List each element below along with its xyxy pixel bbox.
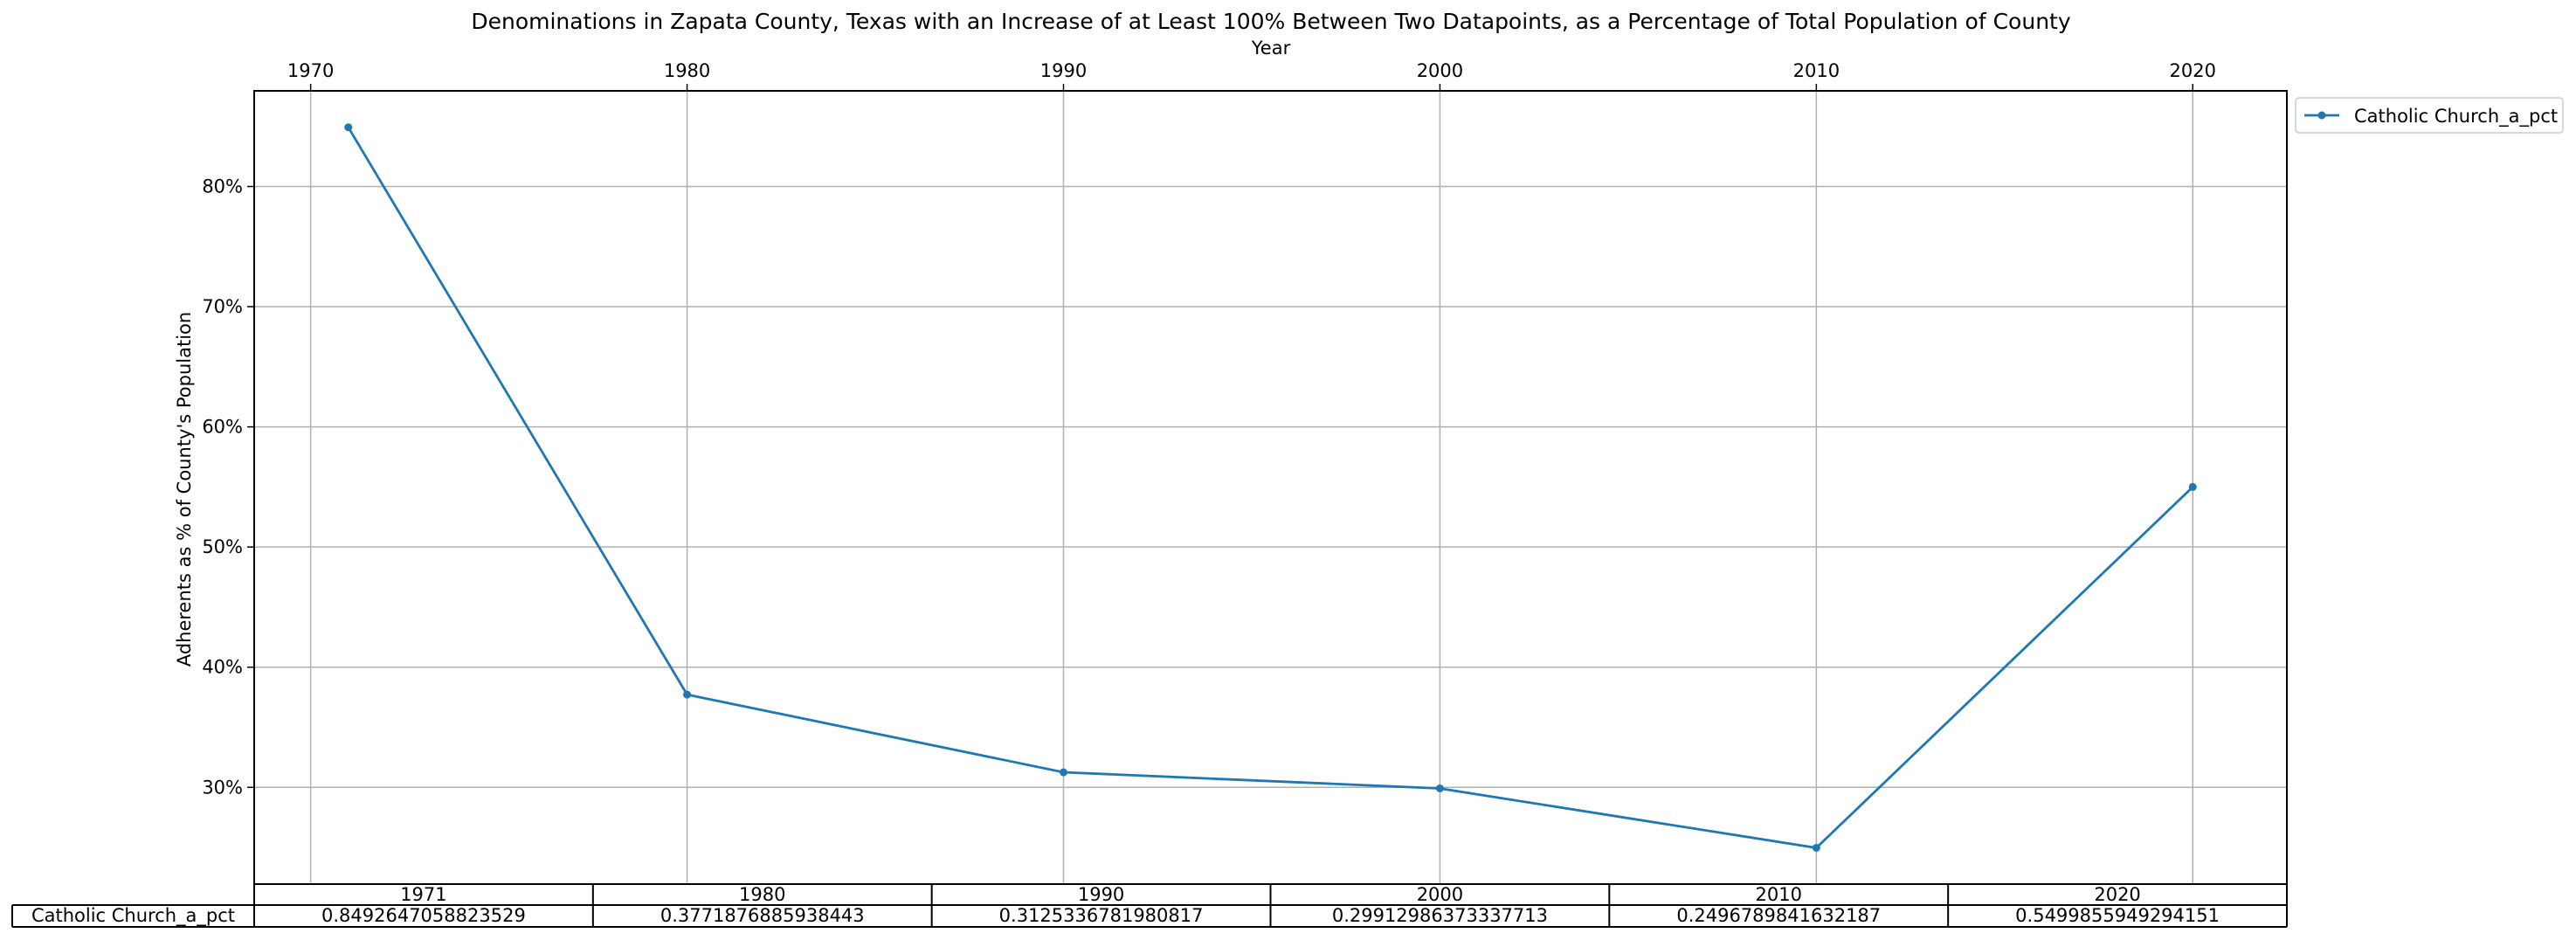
y-tick-label: 80% [202,176,243,197]
x-tick-label: 1980 [664,60,710,81]
data-table: 1971 1980 1990 2000 2010 2020 Catholic Church_… [11,883,2288,928]
legend-box [2295,97,2564,134]
x-tick-label: 1990 [1040,60,1087,81]
table-cell: 0.29912986373337713 [1332,905,1548,926]
table-cell: 0.3125336781980817 [999,905,1204,926]
table-cell: 0.5499855949294151 [2015,905,2220,926]
y-axis-label: Adherents as % of County's Population [174,312,195,667]
plot-frame [253,90,2288,885]
legend-marker [2317,111,2326,120]
data-point [1059,768,1067,777]
table-cell: 0.3771876885938443 [660,905,865,926]
table-cell: 0.2496789841632187 [1676,905,1881,926]
x-tick-label: 2020 [2170,60,2216,81]
y-tick-label: 50% [202,536,243,557]
data-point [683,690,692,699]
series-markers [344,123,2197,852]
table-column-header: 2000 [1417,884,1463,905]
series-line-catholic-church [347,126,2194,849]
legend-label: Catholic Church_a_pct [2354,106,2558,128]
y-axis-ticks: 30% 40% 50% 60% 70% 80% [202,176,254,798]
table-cell: 0.8492647058823529 [321,905,526,926]
grid [254,91,2287,884]
data-point [1812,843,1820,852]
table-column-header: 2020 [2094,884,2140,905]
data-point [2188,482,2197,491]
x-tick-label: 2010 [1793,60,1840,81]
data-point [344,123,353,132]
x-tick-label: 1970 [287,60,334,81]
data-point [1435,784,1444,792]
chart-title: Denominations in Zapata County, Texas wi… [471,9,2070,34]
y-tick-label: 70% [202,296,243,317]
y-tick-label: 30% [202,777,243,798]
table-column-header: 1990 [1078,884,1124,905]
y-tick-label: 60% [202,417,243,438]
y-tick-label: 40% [202,657,243,678]
x-axis-ticks: 1970 1980 1990 2000 2010 2020 [287,60,2216,91]
table-column-header: 1980 [739,884,785,905]
x-tick-label: 2000 [1417,60,1463,81]
table-column-header: 1971 [400,884,446,905]
legend: Catholic Church_a_pct [2295,97,2564,134]
table-row-label: Catholic Church_a_pct [31,905,235,927]
table-column-header: 2010 [1756,884,1802,905]
x-axis-label: Year [1251,38,1291,59]
